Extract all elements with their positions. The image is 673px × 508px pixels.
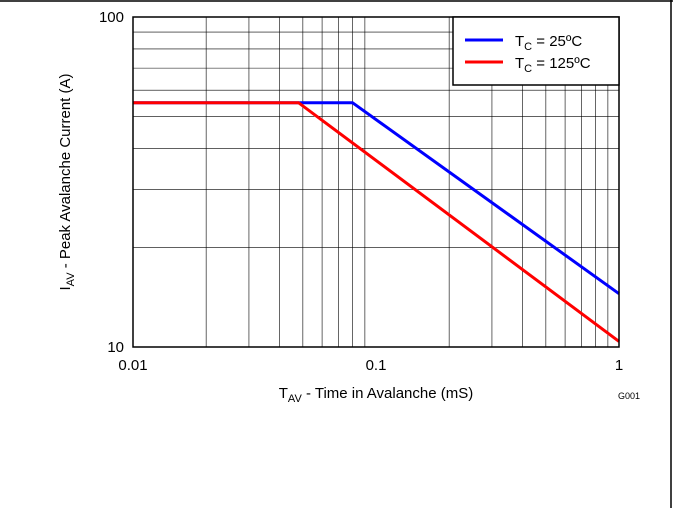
x-axis-label: TAV - Time in Avalanche (mS) — [279, 385, 473, 405]
y-axis-label: IAV - Peak Avalanche Current (A) — [57, 73, 77, 290]
tick-labels: 0.01 0.1 1 10 100 — [99, 9, 623, 374]
y-tick-label: 100 — [99, 9, 124, 26]
x-axis-label-rest: - Time in Avalanche (mS) — [302, 385, 473, 402]
x-tick-label: 0.01 — [118, 357, 147, 374]
plot-area-frame — [132, 16, 620, 348]
legend-label-1: TC = 25ºC — [515, 33, 582, 53]
series-layer — [133, 101, 620, 343]
x-axis-label-subscript: AV — [288, 393, 303, 405]
y-axis-label-rest: - Peak Avalanche Current (A) — [57, 73, 74, 272]
y-tick-label: 10 — [107, 339, 124, 356]
legend-box — [452, 16, 620, 86]
y-axis-label-subscript: AV — [65, 272, 77, 287]
legend-label-2: TC = 125ºC — [515, 55, 591, 75]
x-tick-label: 0.1 — [366, 357, 387, 374]
figure-code: G001 — [618, 391, 640, 401]
y-axis-label-main: I — [57, 286, 74, 290]
x-axis-label-main: T — [279, 385, 288, 402]
x-tick-label: 1 — [615, 357, 623, 374]
series-line-2 — [133, 101, 620, 343]
